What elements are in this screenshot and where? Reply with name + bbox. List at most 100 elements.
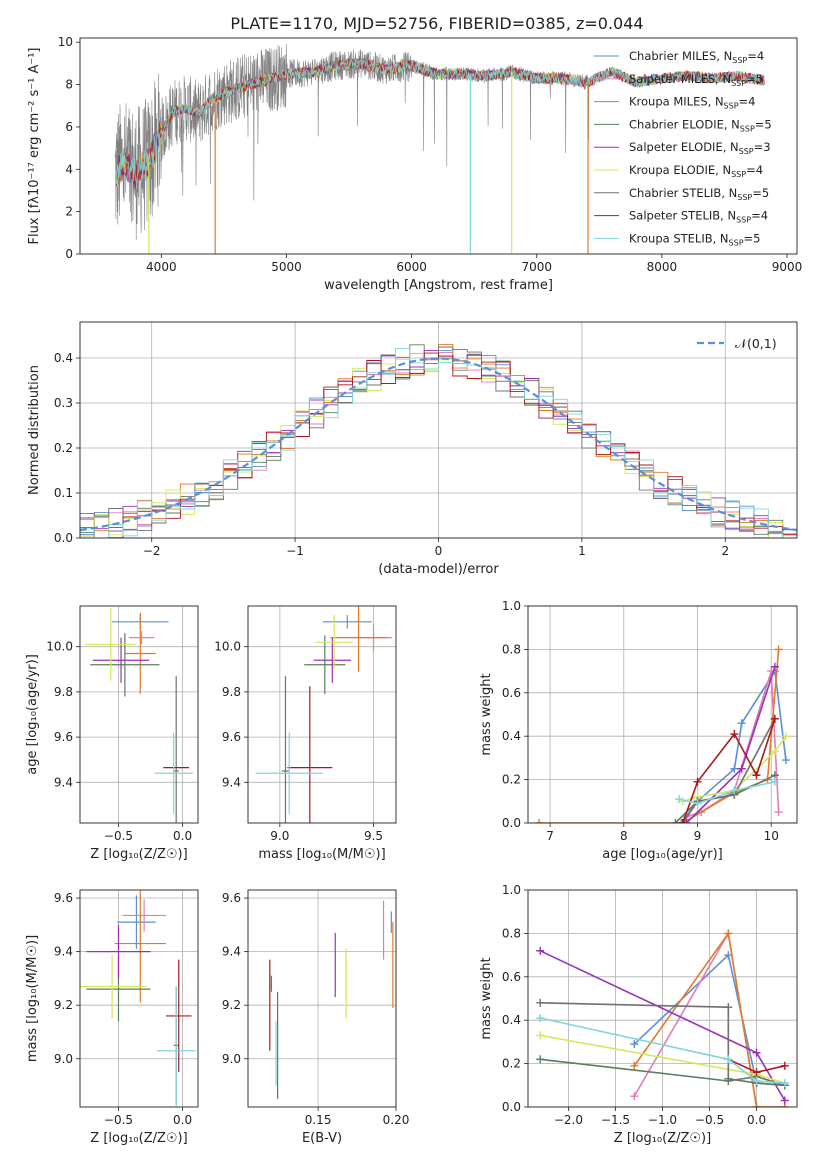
mass-weight-vs-Z-xtick-label: 0.0 xyxy=(747,1113,766,1127)
age-vs-Z-xtick-label: 0.0 xyxy=(173,829,192,843)
spectrum-ytick-label: 6 xyxy=(65,120,73,134)
legend-label-chabrier-elodie: Chabrier ELODIE, NSSP=5 xyxy=(629,117,772,133)
age-vs-mass-xtick-label: 9.5 xyxy=(364,829,383,843)
mass-weight-vs-Z-marker-chabrier-stelib xyxy=(536,998,545,1007)
mass-weight-vs-age-panel: 7 8 9 10 0.0 0.2 0.4 0.6 0.8 1.0 age [log₁₀(age/yr… xyxy=(479,599,798,862)
residual-histogram-xtick-label: 1 xyxy=(578,544,586,558)
mass-weight-vs-age-marker-kroupa-miles xyxy=(535,819,544,823)
residual-histogram-plot-area xyxy=(80,343,797,538)
mass-vs-Z-xlabel: Z [log₁₀(Z/Z☉)] xyxy=(90,1131,187,1146)
mass-weight-vs-Z-marker-salpeter-elodie xyxy=(536,946,545,955)
residual-histogram-xtick-label: −2 xyxy=(143,544,161,558)
figure-title: PLATE=1170, MJD=52756, FIBERID=0385, z=0… xyxy=(230,14,643,33)
mass-weight-vs-age-marker-salpeter-elodie xyxy=(770,662,779,671)
mass-weight-vs-Z-marker-salpeter-miles xyxy=(630,1092,639,1101)
mass-weight-vs-age-marker-kroupa-elodie xyxy=(770,747,779,756)
mass-weight-vs-age-marker-salpeter-stelib xyxy=(752,771,761,780)
mass-weight-vs-age-marker-salpeter-elodie xyxy=(737,764,746,773)
residual-histogram-ytick-label: 0.4 xyxy=(54,351,73,365)
mass-weight-vs-age-marker-chabrier-miles xyxy=(677,819,686,823)
mass-weight-vs-Z-marker-chabrier-stelib xyxy=(724,1003,733,1012)
mass-vs-Z-ytick-label: 9.2 xyxy=(54,998,73,1012)
mass-weight-vs-age-ytick-label: 0.6 xyxy=(502,686,521,700)
mass-vs-Z-xtick-label: −0.5 xyxy=(104,1113,133,1127)
age-vs-Z-panel: −0.5 0.0 9.4 9.6 9.8 10.0 Z [log₁₀(Z/Z☉)] age [… xyxy=(25,605,199,862)
residual-histogram-xtick-label: 2 xyxy=(721,544,729,558)
age-vs-Z-ytick-label: 9.8 xyxy=(54,685,73,699)
mass-vs-Z-ylabel: mass [log₁₀(M/M☉)] xyxy=(25,935,40,1062)
mass-weight-vs-Z-xlabel: Z [log₁₀(Z/Z☉)] xyxy=(614,1131,711,1146)
mass-weight-vs-Z-ytick-label: 0.0 xyxy=(502,1100,521,1114)
age-vs-mass-xlabel: mass [log₁₀(M/M☉)] xyxy=(258,847,385,862)
age-vs-Z-ytick-label: 10.0 xyxy=(46,640,73,654)
spectrum-xtick-label: 8000 xyxy=(647,260,678,274)
mass-weight-vs-age-marker-salpeter-stelib xyxy=(693,777,702,786)
spectrum-ytick-label: 8 xyxy=(65,78,73,92)
mass-weight-vs-age-marker-chabrier-miles xyxy=(737,719,746,728)
legend-label-salpeter-miles: Salpeter MILES, NSSP=5 xyxy=(629,72,763,88)
mass-weight-vs-age-ylabel: mass weight xyxy=(479,673,494,755)
age-vs-mass-panel: 9.0 9.5 9.4 9.6 9.8 10.0 mass [log₁₀(M/M☉)] xyxy=(214,605,397,862)
spectrum-ytick-label: 0 xyxy=(65,247,73,261)
age-vs-Z-plot-area xyxy=(85,608,193,823)
spectrum-model-kroupa-stelib xyxy=(115,58,765,185)
mass-weight-vs-age-marker-salpeter-elodie xyxy=(682,819,691,823)
mass-weight-vs-age-marker-kroupa-elodie xyxy=(781,732,790,741)
spectrum-ytick-label: 2 xyxy=(65,205,73,219)
mass-weight-vs-Z-xtick-label: −2.0 xyxy=(554,1113,583,1127)
mass-weight-vs-age-marker-salpeter-stelib xyxy=(770,714,779,723)
mass-vs-Z-plot-area xyxy=(80,890,196,1107)
mass-vs-EBV-panel: 0.15 0.20 9.0 9.2 9.4 9.6 E(B-V) xyxy=(222,889,410,1146)
spectrum-ytick-label: 10 xyxy=(58,35,73,49)
mass-weight-vs-Z-ytick-label: 0.2 xyxy=(502,1057,521,1071)
age-vs-mass-ytick-label: 10.0 xyxy=(214,640,241,654)
mass-weight-vs-age-xtick-label: 9 xyxy=(694,829,702,843)
legend-label-chabrier-stelib: Chabrier STELIB, NSSP=5 xyxy=(629,186,769,202)
mass-weight-vs-age-series-kroupa-stelib xyxy=(678,781,776,805)
spectrum-ylabel: Flux [fλ10⁻¹⁷ erg cm⁻² s⁻¹ A⁻¹] xyxy=(27,48,42,245)
mass-weight-vs-age-plot-area xyxy=(535,645,790,823)
age-vs-mass-ytick-label: 9.6 xyxy=(222,730,241,744)
mass-weight-vs-Z-xtick-label: −1.5 xyxy=(601,1113,630,1127)
age-vs-mass-frame xyxy=(247,605,397,824)
mass-weight-vs-age-marker-chabrier-miles xyxy=(781,756,790,765)
mass-weight-vs-age-ytick-label: 0.8 xyxy=(502,642,521,656)
spectrum-xtick-label: 7000 xyxy=(521,260,552,274)
mass-vs-Z-frame xyxy=(79,889,199,1108)
age-vs-Z-ytick-label: 9.4 xyxy=(54,775,73,789)
mass-weight-vs-age-marker-chabrier-elodie xyxy=(671,819,680,823)
mass-weight-vs-Z-marker-chabrier-miles xyxy=(630,1040,639,1049)
age-vs-mass-ytick-label: 9.8 xyxy=(222,685,241,699)
mass-weight-vs-Z-ytick-label: 0.6 xyxy=(502,970,521,984)
residual-histogram-ytick-label: 0.3 xyxy=(54,396,73,410)
mass-weight-vs-Z-marker-kroupa-stelib xyxy=(536,1014,545,1023)
legend-label-kroupa-elodie: Kroupa ELODIE, NSSP=4 xyxy=(629,163,763,179)
spectrum-xtick-label: 6000 xyxy=(396,260,427,274)
mass-weight-vs-Z-marker-salpeter-stelib xyxy=(780,1061,789,1070)
age-vs-mass-xtick-label: 9.0 xyxy=(270,829,289,843)
mass-weight-vs-Z-marker-chabrier-elodie xyxy=(536,1055,545,1064)
mass-vs-EBV-ytick-label: 9.2 xyxy=(222,998,241,1012)
residual-histogram-ytick-label: 0.2 xyxy=(54,441,73,455)
mass-vs-Z-ytick-label: 9.4 xyxy=(54,945,73,959)
residual-histogram-xtick-label: −1 xyxy=(286,544,304,558)
mass-weight-vs-Z-plot-area xyxy=(536,929,789,1107)
mass-weight-vs-Z-marker-kroupa-stelib xyxy=(752,1076,761,1085)
mass-weight-vs-age-xlabel: age [log₁₀(age/yr)] xyxy=(602,847,723,862)
mass-vs-Z-xtick-label: 0.0 xyxy=(173,1113,192,1127)
legend-label-kroupa-stelib: Kroupa STELIB, NSSP=5 xyxy=(629,231,760,247)
mass-weight-vs-age-marker-kroupa-stelib xyxy=(675,795,684,804)
age-vs-mass-plot-area xyxy=(255,606,393,823)
spectrum-panel: 4000 5000 6000 7000 8000 9000 0 2 4 6 8 10 wavelengt… xyxy=(27,35,802,293)
spectrum-ytick-label: 4 xyxy=(65,162,73,176)
mass-weight-vs-age-marker-kroupa-stelib xyxy=(693,799,702,808)
mass-weight-vs-Z-marker-kroupa-stelib xyxy=(724,1055,733,1064)
mass-weight-vs-Z-marker-kroupa-miles xyxy=(630,1061,639,1070)
mass-vs-EBV-xtick-label: 0.15 xyxy=(305,1113,332,1127)
normal-curve xyxy=(80,357,797,532)
mass-vs-Z-panel: −0.5 0.0 9.0 9.2 9.4 9.6 Z [log₁₀(Z/Z☉)] mass [… xyxy=(25,889,199,1146)
age-vs-Z-xlabel: Z [log₁₀(Z/Z☉)] xyxy=(90,847,187,862)
mass-weight-vs-Z-xtick-label: −0.5 xyxy=(695,1113,724,1127)
mass-vs-EBV-xtick-label: 0.20 xyxy=(383,1113,410,1127)
